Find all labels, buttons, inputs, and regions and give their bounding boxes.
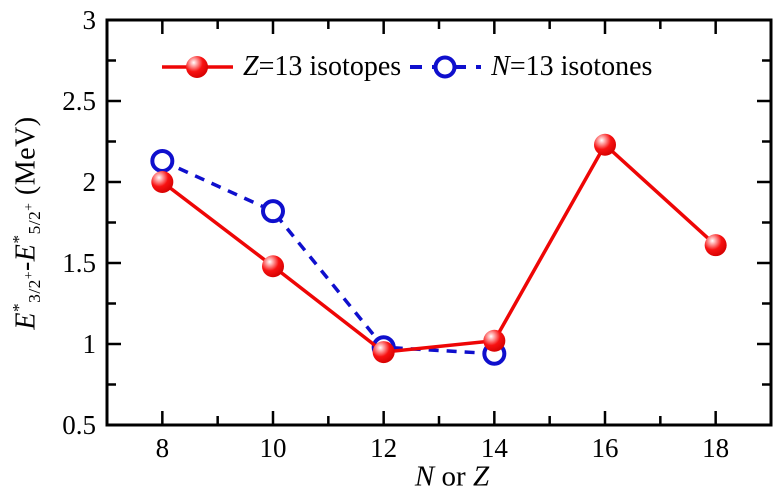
y-tick-label: 3 (83, 5, 97, 35)
y-label-sub2: 5/2+ (21, 202, 45, 235)
legend: Z=13 isotopes N=13 isotones (162, 51, 653, 82)
y-label-sub1: 3/2+ (21, 271, 45, 303)
data-point-z13 (151, 171, 174, 193)
data-point-n13 (261, 199, 285, 224)
y-label-E2: E (10, 243, 42, 262)
data-point-n13 (150, 148, 175, 173)
x-tick-label: 16 (592, 433, 619, 463)
series-line-z13 (161, 141, 717, 354)
data-point-z13 (372, 341, 395, 364)
data-point-z13 (262, 255, 284, 278)
y-label-star2: * (8, 234, 28, 244)
x-tick-label: 14 (481, 433, 509, 463)
x-tick-label: 18 (702, 433, 729, 463)
y-label-units: (MeV) (10, 116, 42, 203)
y-tick-label: 1 (83, 329, 97, 359)
y-label-minus: - (10, 261, 42, 272)
y-label-star1: * (8, 302, 28, 313)
x-label-N: N (414, 460, 435, 493)
data-point-z13 (594, 133, 616, 156)
y-axis-label: E*3/2+-E*5/2+ (MeV) (9, 116, 45, 329)
legend-marker-ball-icon (186, 56, 208, 78)
y-tick-label: 0.5 (62, 410, 96, 440)
x-label-Z: Z (472, 460, 490, 493)
x-tick-label: 12 (370, 433, 397, 463)
data-point-z13 (704, 234, 727, 257)
data-point-z13 (483, 329, 506, 352)
y-label-E1: E (10, 312, 42, 330)
series-line-n13 (161, 159, 495, 356)
x-tick-label: 10 (260, 433, 287, 463)
legend-sample-z13 (162, 52, 233, 82)
legend-label-z13: Z=13 isotopes (243, 51, 402, 82)
legend-sample-n13 (410, 52, 482, 82)
axes-frame (105, 18, 773, 427)
y-tick-label: 2 (83, 167, 97, 197)
x-label-or: or (434, 460, 473, 493)
legend-label-n13: N=13 isotones (491, 51, 653, 82)
y-tick-label: 2.5 (62, 86, 96, 116)
x-axis-label: N or Z (415, 461, 489, 494)
legend-marker-circle-icon (433, 55, 457, 79)
x-tick-label: 8 (156, 433, 170, 463)
y-tick-label: 1.5 (62, 248, 96, 278)
